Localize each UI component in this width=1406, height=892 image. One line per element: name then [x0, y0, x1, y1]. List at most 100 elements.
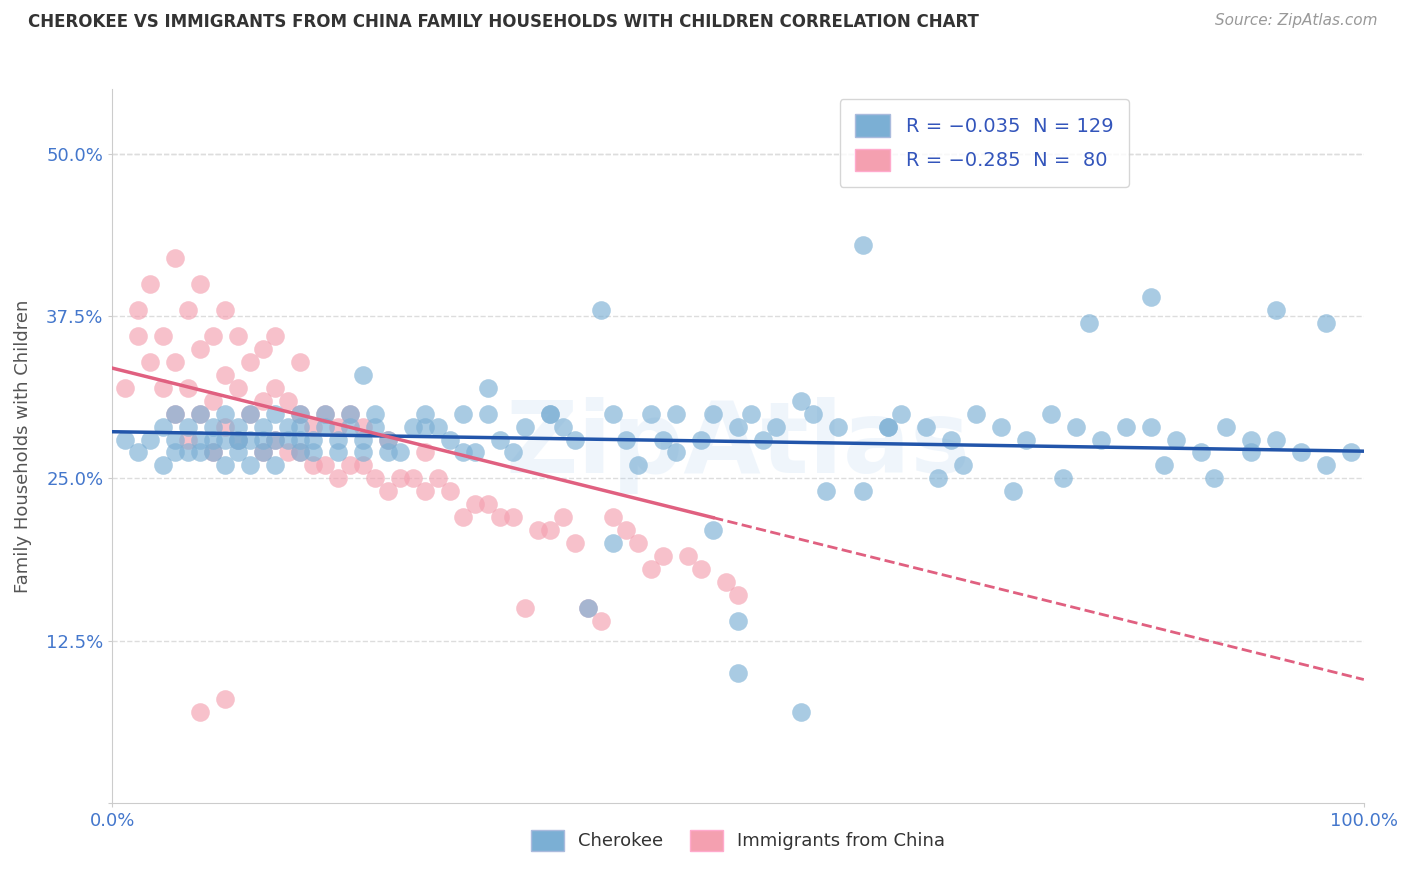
- Point: [339, 419, 361, 434]
- Point: [239, 458, 262, 473]
- Point: [176, 445, 198, 459]
- Point: [314, 407, 336, 421]
- Point: [188, 705, 211, 719]
- Point: [702, 524, 724, 538]
- Point: [176, 419, 198, 434]
- Point: [252, 342, 274, 356]
- Point: [314, 407, 336, 421]
- Point: [727, 588, 749, 602]
- Point: [176, 433, 198, 447]
- Point: [127, 328, 149, 343]
- Point: [188, 433, 211, 447]
- Point: [1077, 316, 1099, 330]
- Point: [201, 393, 224, 408]
- Point: [689, 562, 711, 576]
- Y-axis label: Family Households with Children: Family Households with Children: [14, 300, 32, 592]
- Point: [877, 419, 900, 434]
- Point: [564, 433, 586, 447]
- Point: [538, 524, 561, 538]
- Point: [163, 407, 186, 421]
- Point: [201, 328, 224, 343]
- Point: [752, 433, 775, 447]
- Point: [952, 458, 974, 473]
- Point: [226, 433, 249, 447]
- Point: [226, 419, 249, 434]
- Point: [502, 445, 524, 459]
- Point: [163, 251, 186, 265]
- Point: [652, 433, 675, 447]
- Point: [226, 328, 249, 343]
- Point: [614, 433, 637, 447]
- Point: [664, 445, 686, 459]
- Point: [1215, 419, 1237, 434]
- Point: [152, 458, 174, 473]
- Point: [264, 433, 287, 447]
- Point: [652, 549, 675, 564]
- Point: [640, 562, 662, 576]
- Point: [1189, 445, 1212, 459]
- Point: [252, 433, 274, 447]
- Point: [727, 666, 749, 681]
- Point: [163, 407, 186, 421]
- Point: [801, 407, 824, 421]
- Point: [188, 407, 211, 421]
- Point: [152, 419, 174, 434]
- Point: [413, 484, 436, 499]
- Point: [1240, 445, 1263, 459]
- Point: [326, 445, 349, 459]
- Point: [214, 368, 236, 382]
- Point: [252, 393, 274, 408]
- Point: [226, 445, 249, 459]
- Point: [326, 471, 349, 485]
- Point: [852, 484, 875, 499]
- Point: [114, 433, 136, 447]
- Point: [201, 445, 224, 459]
- Point: [226, 433, 249, 447]
- Point: [139, 354, 162, 368]
- Point: [114, 381, 136, 395]
- Point: [201, 433, 224, 447]
- Point: [877, 419, 900, 434]
- Point: [538, 407, 561, 421]
- Point: [477, 407, 499, 421]
- Point: [176, 381, 198, 395]
- Point: [352, 368, 374, 382]
- Point: [290, 433, 312, 447]
- Point: [602, 536, 624, 550]
- Point: [576, 601, 599, 615]
- Point: [301, 458, 323, 473]
- Point: [352, 458, 374, 473]
- Point: [538, 407, 561, 421]
- Point: [927, 471, 949, 485]
- Point: [264, 381, 287, 395]
- Point: [314, 458, 336, 473]
- Point: [239, 354, 262, 368]
- Point: [352, 433, 374, 447]
- Point: [264, 328, 287, 343]
- Point: [389, 471, 412, 485]
- Point: [915, 419, 938, 434]
- Point: [1090, 433, 1112, 447]
- Point: [1164, 433, 1187, 447]
- Point: [576, 601, 599, 615]
- Point: [464, 445, 486, 459]
- Point: [239, 407, 262, 421]
- Text: CHEROKEE VS IMMIGRANTS FROM CHINA FAMILY HOUSEHOLDS WITH CHILDREN CORRELATION CH: CHEROKEE VS IMMIGRANTS FROM CHINA FAMILY…: [28, 13, 979, 31]
- Point: [201, 445, 224, 459]
- Point: [314, 419, 336, 434]
- Point: [413, 407, 436, 421]
- Point: [163, 433, 186, 447]
- Point: [214, 419, 236, 434]
- Point: [301, 445, 323, 459]
- Point: [852, 238, 875, 252]
- Point: [290, 407, 312, 421]
- Point: [1140, 290, 1163, 304]
- Point: [965, 407, 987, 421]
- Point: [1140, 419, 1163, 434]
- Point: [1115, 419, 1137, 434]
- Point: [277, 419, 299, 434]
- Point: [339, 458, 361, 473]
- Point: [163, 445, 186, 459]
- Point: [214, 458, 236, 473]
- Point: [339, 407, 361, 421]
